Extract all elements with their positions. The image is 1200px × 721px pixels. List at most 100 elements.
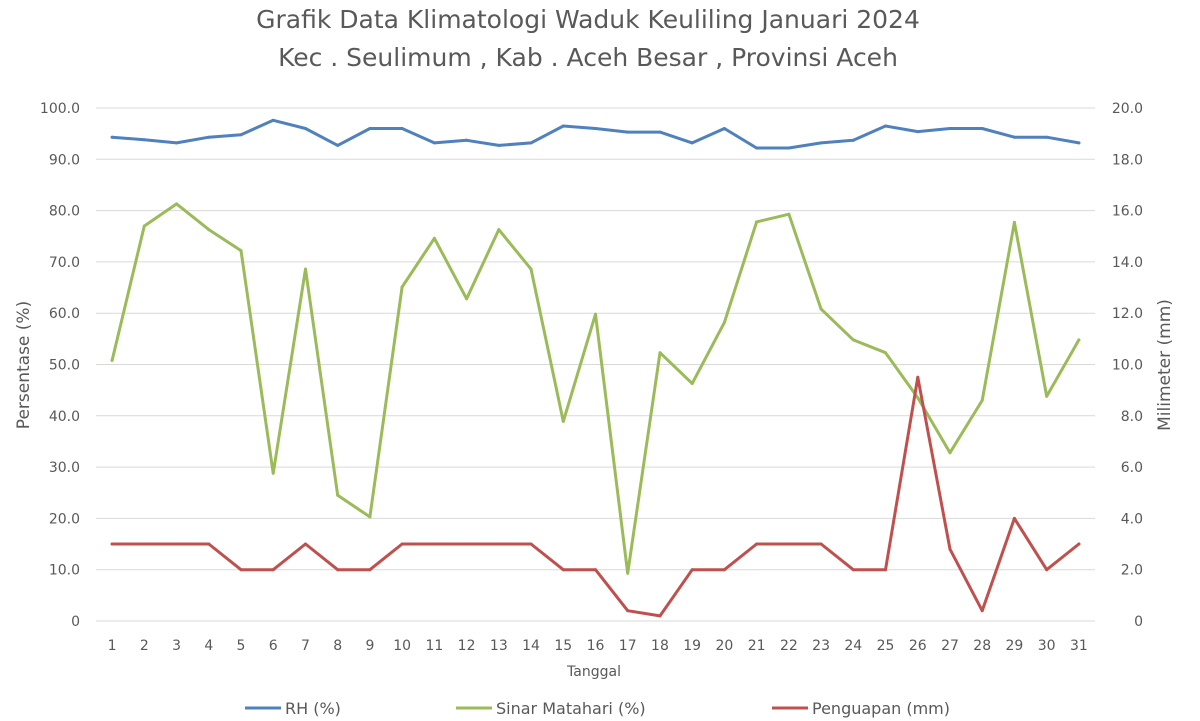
y-left-tick-label: 100.0 <box>40 101 80 117</box>
y-right-tick-label: 10.0 <box>1112 358 1143 374</box>
x-tick-label: 10 <box>393 638 411 654</box>
series-2-point <box>271 471 275 475</box>
x-tick-label: 11 <box>425 638 443 654</box>
series-3-point <box>819 542 823 546</box>
right-axis-ticks: 0 2.0 4.0 6.0 8.0 10.0 12.0 14.0 16.0 18.0 20.0 <box>1112 101 1143 630</box>
series-3-point <box>626 609 630 613</box>
series-3-point <box>561 568 565 572</box>
x-tick-label: 2 <box>140 638 149 654</box>
series-2-point <box>1045 394 1049 398</box>
x-tick-label: 20 <box>715 638 733 654</box>
legend-label-3: Penguapan (mm) <box>812 699 950 718</box>
series-1-point <box>110 135 114 139</box>
series-1-point <box>400 127 404 130</box>
series-2-point <box>207 228 211 232</box>
series-3-point <box>142 542 146 546</box>
series-1-point <box>948 127 952 130</box>
series-1-point <box>175 141 179 145</box>
chart-title-line-2: Kec . Seulimum , Kab . Aceh Besar , Prov… <box>278 43 898 72</box>
series-3-point <box>400 542 404 546</box>
series-2-point <box>594 312 597 316</box>
series-2-point <box>916 396 920 400</box>
series-3-point <box>787 542 791 546</box>
series-1-point <box>722 127 726 130</box>
series-1-point <box>755 146 759 150</box>
series-3-point <box>207 542 211 546</box>
series-1-point <box>1045 135 1049 139</box>
y-right-tick-label: 8.0 <box>1121 409 1143 425</box>
x-tick-label: 5 <box>237 638 246 654</box>
series-3-point <box>529 542 533 546</box>
series-2-point <box>851 338 855 342</box>
series-1-point <box>271 118 275 122</box>
series-3-point <box>755 542 759 546</box>
x-axis-ticks: 1 2 3 4 5 6 7 8 9 10 11 12 13 14 15 16 17 18 19 20 21 22 23 24 2… <box>108 638 1088 654</box>
x-tick-label: 24 <box>844 638 862 654</box>
y-left-tick-label: 70.0 <box>49 255 80 271</box>
series-2-point <box>465 297 469 301</box>
series-3-point <box>658 614 662 618</box>
series-3-point <box>465 542 469 546</box>
series-3-point <box>304 542 307 546</box>
x-tick-label: 7 <box>301 638 310 654</box>
series-2-point <box>884 351 887 355</box>
series-3-point <box>1045 568 1049 572</box>
series-2-point <box>239 249 243 253</box>
series-2-point <box>110 358 114 362</box>
series-3-point <box>368 568 372 572</box>
y-left-tick-label: 0 <box>71 614 80 630</box>
series-1-point <box>819 141 823 145</box>
series-2-point <box>787 212 791 216</box>
x-tick-label: 21 <box>748 638 766 654</box>
series-2-point <box>722 320 726 324</box>
series-2-point <box>561 419 565 423</box>
chart-title-line-1: Grafik Data Klimatologi Waduk Keuliling … <box>256 5 920 34</box>
series-3-point <box>432 542 436 546</box>
series-1-point <box>207 135 211 139</box>
y-right-tick-label: 14.0 <box>1112 255 1143 271</box>
y-right-tick-label: 20.0 <box>1112 101 1143 117</box>
x-tick-label: 4 <box>204 638 213 654</box>
y-right-tick-label: 0 <box>1134 614 1143 630</box>
series-1-point <box>529 141 533 145</box>
y-left-tick-label: 20.0 <box>49 511 80 527</box>
series-1-point <box>1012 135 1016 139</box>
series-1-point <box>980 127 984 130</box>
x-tick-label: 9 <box>365 638 374 654</box>
series-1-point <box>561 124 565 128</box>
x-tick-label: 15 <box>554 638 572 654</box>
x-tick-label: 29 <box>1006 638 1024 654</box>
x-tick-label: 25 <box>877 638 895 654</box>
x-tick-label: 17 <box>619 638 637 654</box>
series-2-point <box>304 267 307 271</box>
legend-label-1: RH (%) <box>285 699 341 718</box>
series-1-point <box>239 133 243 137</box>
series-2-point <box>400 285 404 289</box>
series-1-point <box>787 146 791 150</box>
left-axis-ticks: 0 10.0 20.0 30.0 40.0 50.0 60.0 70.0 80.0 90.0 100… <box>40 101 80 630</box>
x-tick-label: 13 <box>490 638 508 654</box>
series-3-point <box>594 568 597 572</box>
x-tick-label: 19 <box>683 638 701 654</box>
series-lines <box>110 118 1081 618</box>
y-left-tick-label: 40.0 <box>49 409 80 425</box>
y-right-tick-label: 2.0 <box>1121 563 1143 579</box>
y-axis-right-title: Milimeter (mm) <box>1155 299 1175 431</box>
series-2-point <box>368 515 372 519</box>
series-3-point <box>175 542 179 546</box>
series-1-point <box>336 143 340 147</box>
series-3-point <box>1077 542 1081 546</box>
x-tick-label: 28 <box>973 638 991 654</box>
series-3-point <box>110 542 114 546</box>
y-left-tick-label: 10.0 <box>49 563 80 579</box>
y-left-tick-label: 60.0 <box>49 306 80 322</box>
y-axis-left-title: Persentase (%) <box>14 301 34 429</box>
legend: RH (%) Sinar Matahari (%) Penguapan (mm) <box>245 699 950 718</box>
series-3-point <box>722 568 726 572</box>
series-2-point <box>658 351 662 355</box>
series-3-point <box>884 568 887 572</box>
y-right-tick-label: 18.0 <box>1112 152 1143 168</box>
x-tick-label: 1 <box>108 638 117 654</box>
x-tick-label: 18 <box>651 638 669 654</box>
series-1-point <box>884 124 887 128</box>
